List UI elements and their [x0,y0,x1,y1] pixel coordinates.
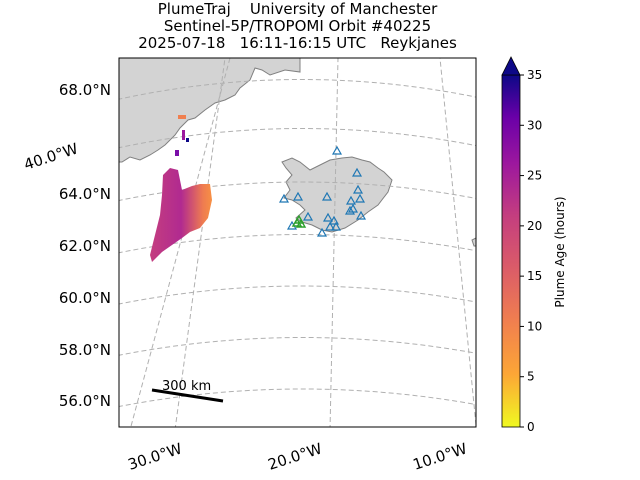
volcano-marker-icon [355,210,367,220]
title-line-2: Sentinel-5P/TROPOMI Orbit #40225 [163,17,432,35]
scotland-land [471,237,476,247]
colorbar: 0 5 10 15 20 25 30 35 Plume Age (hours) [501,56,567,434]
greenland-land [119,58,301,163]
volcano-marker-icon [331,145,343,155]
plume-fragment [175,150,179,156]
map-area: 300 km [119,58,476,427]
colorbar-tick-label: 15 [527,269,542,283]
colorbar-tick-label: 25 [527,169,542,183]
lon-label: 10.0°W [411,439,470,473]
volcano-marker-icon [344,205,356,215]
plume-retrieval [150,115,212,262]
colorbar-tick-label: 35 [527,68,542,82]
volcano-marker-icon [324,221,336,231]
colorbar-tick-label: 0 [527,420,535,434]
plume-fragment [182,130,185,140]
colorbar-extend-arrow [501,56,521,76]
title-line-1: PlumeTraj University of Manchester [157,0,438,18]
volcano-marker-icon [345,195,357,205]
plume-patch [150,168,212,262]
lat-label: 58.0°N [59,341,111,359]
lat-label: 68.0°N [59,81,111,99]
source-markers [291,214,307,228]
volcano-marker-icon [316,227,328,237]
plume-fragment [186,138,189,142]
volcano-marker-icon [352,184,364,194]
latitude-labels: 68.0°N 64.0°N 62.0°N 60.0°N 58.0°N 56.0°… [59,81,111,410]
scale-bar [151,388,224,403]
colorbar-ticks: 0 5 10 15 20 25 30 35 [520,68,542,434]
colorbar-label: Plume Age (hours) [553,196,567,307]
lon-label: 30.0°W [126,439,185,473]
lat-label: 56.0°N [59,392,111,410]
volcano-marker-icon [322,212,334,222]
volcano-marker-icon [278,193,290,203]
colorbar-tick-label: 5 [527,370,535,384]
volcano-marker-icon [302,211,314,221]
volcano-marker-icon [292,191,304,201]
volcano-marker-icon [321,191,333,201]
colorbar-tick-label: 30 [527,118,542,132]
colorbar-gradient [501,74,521,428]
lon-label: 20.0°W [266,439,325,473]
longitude-gridlines [119,58,476,427]
volcano-marker-icon [330,221,342,231]
volcano-marker-icon [354,193,366,203]
scale-bar-label: 300 km [162,379,211,394]
colorbar-tick-label: 10 [527,319,542,333]
volcano-marker-icon [328,215,340,225]
volcano-marker-icon [351,167,363,177]
lat-label: 64.0°N [59,185,111,203]
colorbar-tick-label: 20 [527,219,542,233]
lat-label: 60.0°N [59,289,111,307]
plume-fragment [178,115,186,119]
title-line-3: 2025-07-18 16:11-16:15 UTC Reykjanes [138,34,457,52]
source-marker-icon [293,214,305,224]
volcano-markers [278,145,367,237]
lon-label-left: 40.0°W [22,139,81,173]
map-frame [118,57,477,428]
lat-label: 62.0°N [59,237,111,255]
latitude-gridlines [119,79,476,408]
